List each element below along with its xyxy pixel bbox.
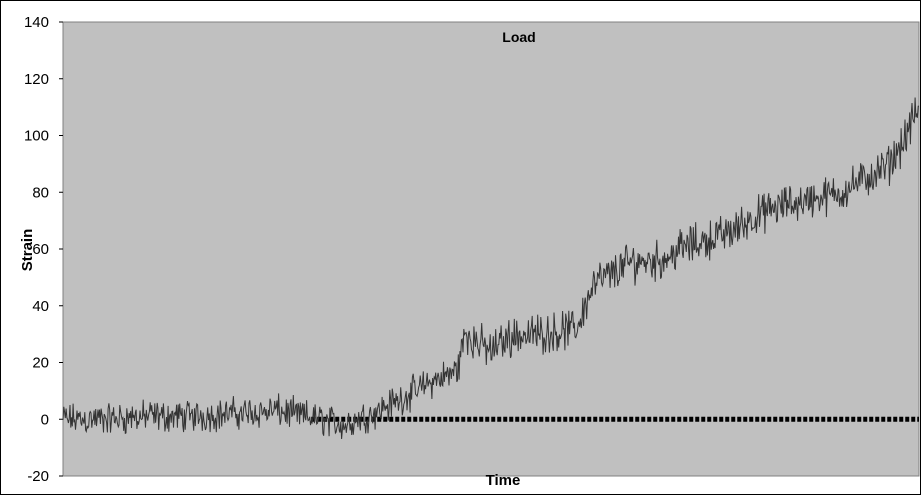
plot-area (62, 21, 920, 477)
y-tick-label: 100 (24, 128, 49, 145)
y-tick-label: 140 (24, 14, 49, 31)
y-axis-title: Strain (19, 229, 36, 272)
y-axis: 140 120 100 80 60 40 20 0 -20 (24, 14, 63, 485)
y-tick-label: 120 (24, 71, 49, 88)
x-axis-title: Time (486, 472, 521, 489)
y-tick-label: 60 (32, 241, 49, 258)
y-tick-label: 80 (32, 184, 49, 201)
y-tick-label: 20 (32, 355, 49, 372)
series-strain-line (62, 97, 920, 440)
y-tick-label: 40 (32, 298, 49, 315)
chart-title: Load (502, 29, 535, 45)
y-tick-label: -20 (27, 468, 49, 485)
y-tick-label: 0 (41, 411, 49, 428)
series-layer (62, 97, 920, 440)
